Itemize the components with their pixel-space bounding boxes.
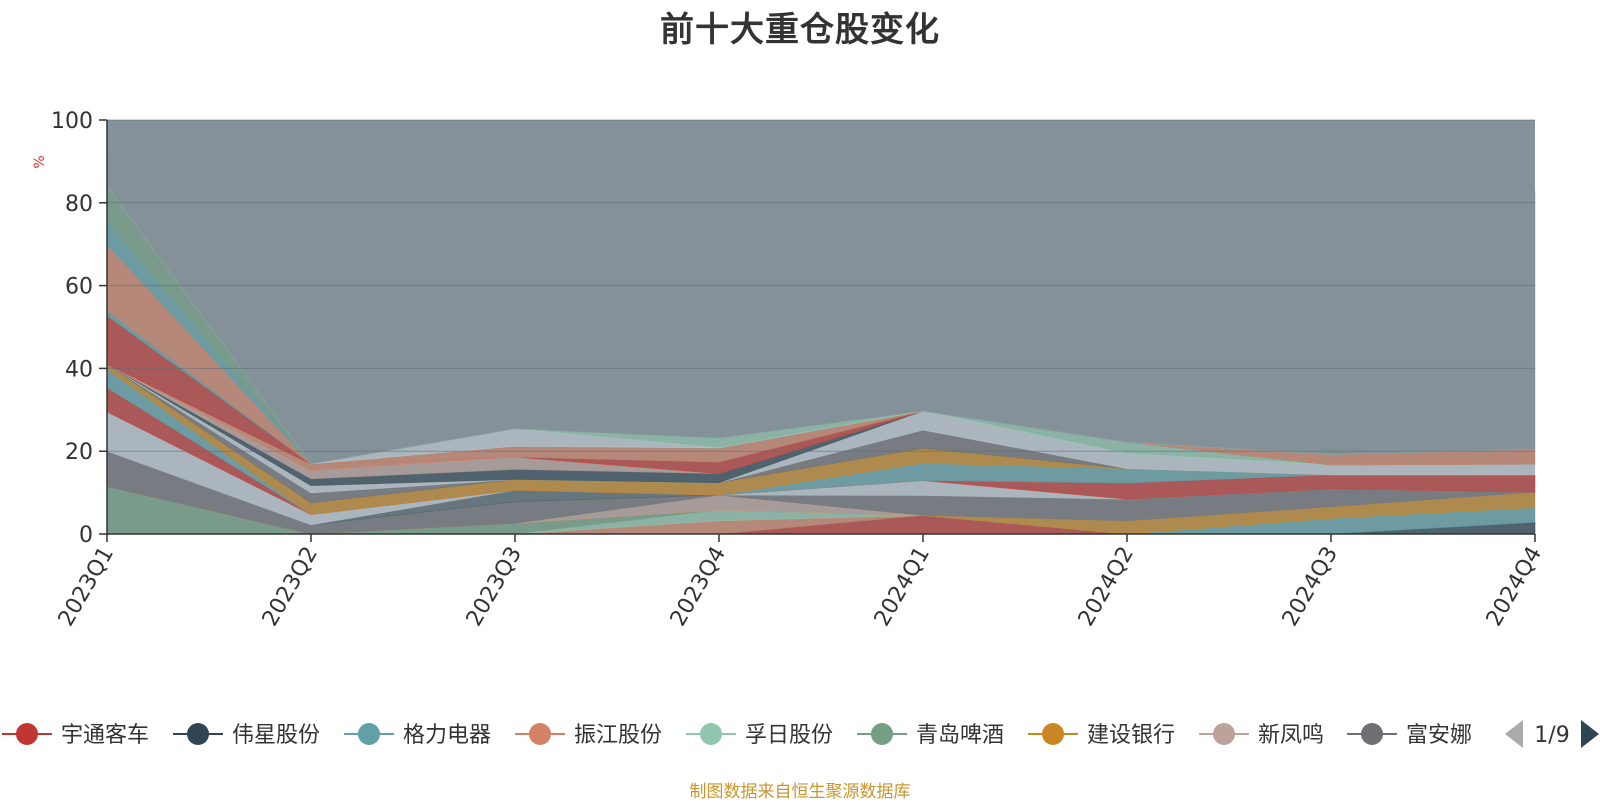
legend-pager: 1/9 (1505, 720, 1599, 748)
x-tick-label: 2024Q2 (1074, 543, 1139, 631)
x-tick-label: 2024Q4 (1482, 543, 1547, 631)
area-series-28[interactable] (106, 125, 1536, 465)
x-tick-label: 2023Q3 (462, 543, 527, 631)
x-tick-label: 2023Q2 (258, 543, 323, 631)
legend-marker-icon (700, 723, 722, 745)
legend-marker-icon (529, 723, 551, 745)
y-tick-label: 40 (65, 357, 93, 382)
legend-item[interactable]: 格力电器 (344, 723, 491, 748)
legend-item[interactable]: 新凤鸣 (1199, 723, 1324, 748)
legend-item[interactable]: 富安娜 (1347, 723, 1472, 748)
y-tick-label: 20 (65, 440, 93, 465)
gridlines (107, 119, 1535, 452)
x-tick-label: 2024Q3 (1278, 543, 1343, 631)
legend-item[interactable]: 孚日股份 (686, 723, 833, 748)
legend-label: 建设银行 (1087, 723, 1175, 748)
legend-marker-icon (187, 723, 209, 745)
legend-marker-icon (871, 723, 893, 745)
x-tick-label: 2023Q1 (54, 543, 119, 631)
legend-marker-icon (1213, 723, 1235, 745)
legend-item[interactable]: 建设银行 (1028, 723, 1175, 748)
y-tick-label: 60 (65, 275, 93, 300)
legend-label: 振江股份 (574, 723, 662, 748)
y-tick-label: 80 (65, 192, 93, 217)
legend-marker-icon (16, 723, 38, 745)
y-tick-label: 100 (51, 109, 93, 134)
legend-item[interactable]: 宇通客车 (2, 723, 149, 748)
chart-title: 前十大重仓股变化 (660, 10, 940, 50)
legend-label: 青岛啤酒 (916, 723, 1004, 748)
y-axis-unit-label: % (32, 155, 48, 168)
area-layer (106, 125, 1536, 535)
legend-item[interactable]: 青岛啤酒 (857, 723, 1004, 748)
y-tick-label: 0 (79, 523, 93, 548)
legend-label: 宇通客车 (61, 723, 149, 748)
legend-marker-icon (1361, 723, 1383, 745)
legend-marker-icon (1042, 723, 1064, 745)
legend-label: 孚日股份 (745, 723, 833, 748)
legend-marker-icon (358, 723, 380, 745)
legend-next-arrow-icon[interactable] (1581, 720, 1599, 748)
legend-page-indicator: 1/9 (1534, 723, 1569, 748)
legend-item[interactable]: 振江股份 (515, 723, 662, 748)
legend[interactable]: 宇通客车 伟星股份 格力电器 振江股份 孚日股份 青岛啤酒 建设银行 新凤鸣 富安娜 (2, 723, 1472, 748)
legend-label: 新凤鸣 (1258, 723, 1324, 748)
legend-label: 格力电器 (403, 723, 491, 748)
source-note: 制图数据来自恒生聚源数据库 (689, 782, 911, 802)
x-tick-label: 2023Q4 (666, 543, 731, 631)
legend-item[interactable]: 伟星股份 (173, 723, 320, 748)
legend-label: 伟星股份 (232, 723, 320, 748)
legend-prev-arrow-icon[interactable] (1505, 720, 1523, 748)
legend-label: 富安娜 (1406, 723, 1472, 748)
x-tick-label: 2024Q1 (870, 543, 935, 631)
